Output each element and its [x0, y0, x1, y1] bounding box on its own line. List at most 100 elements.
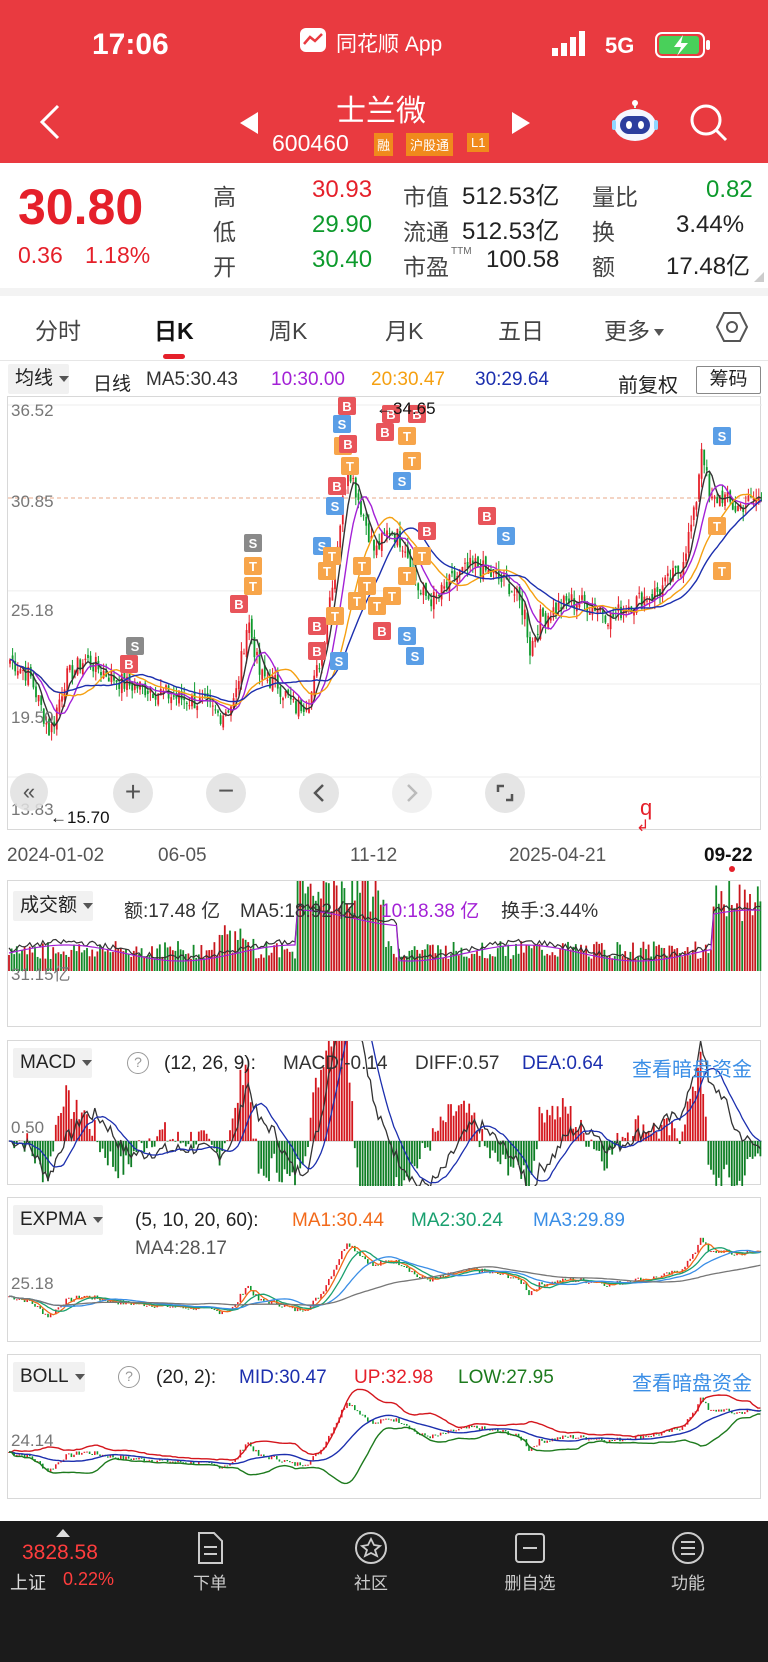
settings-icon[interactable] — [715, 311, 749, 348]
prev-stock-icon[interactable] — [240, 112, 258, 139]
trade-marker-label: B — [422, 524, 431, 539]
help-icon[interactable]: ? — [118, 1366, 140, 1388]
candle-body — [92, 664, 95, 672]
tab-five-day[interactable]: 五日 — [498, 318, 544, 344]
volume-bar — [73, 944, 75, 971]
macd-bar — [481, 1128, 484, 1141]
macd-bar — [70, 1118, 73, 1141]
scroll-right-button[interactable] — [392, 773, 432, 813]
candle-body — [357, 493, 360, 501]
macd-bar — [148, 1138, 151, 1141]
trade-marker — [376, 423, 394, 441]
help-icon[interactable]: ? — [127, 1052, 149, 1074]
scroll-left-button[interactable] — [299, 773, 339, 813]
ma20-value: 20:30.47 — [371, 369, 445, 390]
candle-body — [406, 546, 409, 558]
macd-bar — [741, 1141, 744, 1187]
boll-candle — [476, 1425, 478, 1429]
candle-body — [183, 696, 186, 701]
boll-candle — [660, 1432, 663, 1436]
volume-bar — [678, 953, 681, 971]
boll-candle — [148, 1459, 151, 1461]
boll-panel[interactable] — [7, 1354, 762, 1499]
boll-candle — [611, 1440, 613, 1442]
boll-candle — [26, 1453, 28, 1458]
trade-marker-label: B — [386, 407, 395, 422]
robot-assistant-icon[interactable] — [612, 100, 658, 149]
macd-dark-pool-link[interactable]: 查看暗盘资金 — [632, 1059, 752, 1081]
back-icon[interactable] — [38, 104, 62, 145]
macd-bar — [603, 1141, 606, 1171]
expma-indicator-dropdown[interactable]: EXPMA — [13, 1205, 103, 1235]
trade-marker — [497, 527, 515, 545]
expma-candle — [361, 1256, 364, 1258]
x-label: 09-22 — [704, 845, 753, 866]
zoom-in-button[interactable]: + — [113, 773, 153, 813]
functions-button[interactable]: 功能 — [633, 1531, 743, 1594]
macd-bar — [65, 1085, 68, 1141]
volume-bar — [489, 954, 491, 971]
collapse-left-button[interactable]: « — [10, 773, 48, 811]
tab-monthly-k[interactable]: 月K — [385, 318, 424, 344]
expma-panel[interactable] — [7, 1197, 762, 1342]
boll-dark-pool-link[interactable]: 查看暗盘资金 — [632, 1373, 752, 1395]
boll-candle — [538, 1438, 541, 1446]
community-button[interactable]: 社区 — [316, 1531, 426, 1594]
ma-indicator-dropdown[interactable]: 均线 — [8, 364, 70, 394]
volume-indicator-dropdown[interactable]: 成交额 — [13, 891, 94, 921]
boll-indicator-dropdown[interactable]: BOLL — [13, 1362, 85, 1392]
volume-bar — [418, 953, 421, 971]
boll-candle — [575, 1437, 577, 1439]
kline-chart[interactable]: SBBSTTBSTBTBSSTBBTSTTTBBBTSTBTBSSBSSTTTT… — [7, 396, 763, 830]
volume-panel[interactable] — [7, 870, 762, 1027]
candle-body — [700, 448, 703, 479]
expma-candle — [148, 1304, 151, 1306]
volume-bar — [364, 870, 367, 971]
zoom-out-button[interactable]: − — [206, 773, 246, 813]
tab-daily-k[interactable]: 日K — [154, 318, 194, 344]
candle-body — [586, 602, 589, 613]
boll-candle — [374, 1422, 377, 1424]
expma-candle — [502, 1272, 504, 1275]
volume-bar — [231, 952, 234, 971]
candle-body — [677, 565, 680, 573]
remove-watchlist-button[interactable]: 删自选 — [475, 1531, 585, 1594]
volume-bar — [312, 895, 315, 971]
expma-candle — [408, 1267, 411, 1272]
macd-bar — [317, 1087, 320, 1141]
boll-candle — [421, 1433, 424, 1435]
index-value[interactable]: 3828.58 — [22, 1541, 98, 1564]
adjust-label[interactable]: 前复权 — [618, 375, 678, 397]
macd-bar — [416, 1141, 419, 1169]
float-value: 512.53亿 — [462, 218, 560, 245]
volume-bar — [725, 916, 728, 971]
expma-candle — [640, 1277, 642, 1282]
tab-intraday[interactable]: 分时 — [35, 318, 81, 344]
volume-bar — [608, 955, 611, 971]
boll-candle — [595, 1438, 598, 1440]
order-button[interactable]: 下单 — [155, 1531, 265, 1594]
macd-indicator-dropdown[interactable]: MACD — [13, 1048, 92, 1078]
macd-panel[interactable] — [7, 983, 762, 1250]
expma-candle — [16, 1299, 18, 1301]
tab-weekly-k[interactable]: 周K — [269, 318, 308, 344]
volume-bar — [491, 956, 494, 971]
boll-candle — [380, 1419, 382, 1424]
chevron-down-icon — [654, 329, 664, 337]
candle-body — [227, 710, 230, 713]
candle-body — [206, 693, 209, 699]
search-icon[interactable] — [690, 104, 728, 147]
candle-body — [22, 669, 24, 671]
fullscreen-button[interactable] — [485, 773, 525, 813]
next-stock-icon[interactable] — [512, 112, 530, 139]
tab-more[interactable]: 更多 — [604, 312, 664, 346]
boll-candle — [549, 1440, 551, 1442]
expma-candle — [387, 1260, 390, 1262]
candle-body — [666, 573, 669, 577]
candle-body — [432, 592, 435, 610]
boll-candle — [125, 1456, 127, 1460]
macd-bar — [114, 1141, 117, 1172]
boll-candle — [372, 1420, 374, 1424]
chips-button[interactable]: 筹码 — [696, 366, 761, 394]
boll-candle — [432, 1434, 434, 1439]
